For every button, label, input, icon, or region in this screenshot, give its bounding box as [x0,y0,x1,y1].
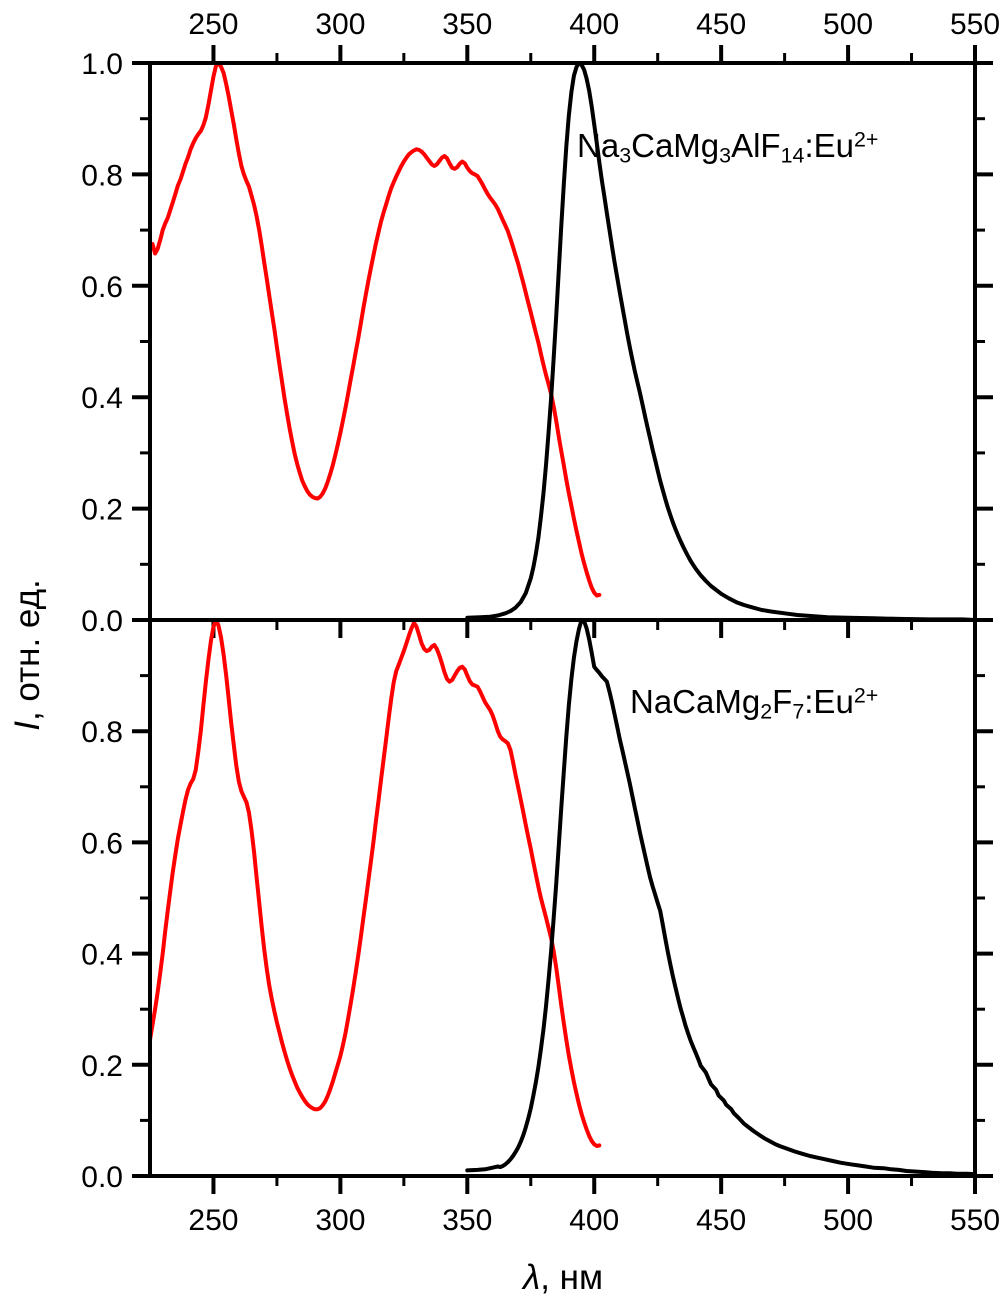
y-tick-label: 0.0 [81,1161,123,1194]
y-tick-label: 0.2 [81,494,123,527]
formula-sub: 3 [619,143,632,168]
x-tick-label: 500 [823,1204,873,1237]
annotation-top-formula: Na3CaMg3AlF14:Eu2+ [577,127,878,168]
x-axis-label-units: , нм [540,1258,604,1297]
x-tick-label: 400 [569,1204,619,1237]
excitation-spectrum-curve [148,618,602,1148]
y-tick-label: 0.0 [81,605,123,638]
y-tick-label: 0.6 [81,827,123,860]
panel-frame [148,618,977,1178]
y-tick-label: 0.4 [81,382,123,415]
x-tick-label: 450 [696,8,746,41]
x-axis-label: λ, нм [523,1258,603,1298]
formula-text: :Eu [804,127,854,164]
formula-text: AlF [731,127,781,164]
formula-text: F [772,683,793,720]
x-tick-label: 350 [442,1204,492,1237]
emission-spectrum-curve [465,61,977,622]
x-tick-label: 400 [569,8,619,41]
x-tick-label: 250 [188,1204,238,1237]
y-axis-label-symbol: I [8,721,47,731]
annotation-bottom-formula: NaCaMg2F7:Eu2+ [630,683,878,724]
top-axis-ticks [211,45,977,63]
formula-sub: 2 [760,699,773,724]
y-tick-label: 0.2 [81,1050,123,1083]
x-tick-label: 250 [188,8,238,41]
formula-text: Na [577,127,620,164]
bottom-axis-ticks [211,1176,977,1194]
y-tick-label: 0.4 [81,939,123,972]
x-tick-label: 300 [315,1204,365,1237]
emission-spectrum-curve [465,618,977,1177]
x-tick-label: 550 [950,1204,1000,1237]
formula-sup: 2+ [854,127,879,152]
formula-text: CaMg [631,127,720,164]
y-tick-label: 0.8 [81,716,123,749]
y-axis-label-units: , отн. ед. [8,579,47,722]
bottom-axis-tick-labels: 250 300 350 400 450 500 550 [188,1204,1000,1237]
x-axis-label-symbol: λ [522,1258,541,1297]
y-axis-label: I, отн. ед. [8,579,48,731]
top-axis-tick-labels: 250 300 350 400 450 500 550 [188,8,1000,41]
x-tick-label: 300 [315,8,365,41]
formula-sup: 2+ [853,683,879,708]
formula-sub: 3 [719,143,732,168]
formula-sub: 7 [792,699,805,724]
x-tick-label: 350 [442,8,492,41]
y-tick-label: 1.0 [81,48,123,81]
y-tick-label: 0.8 [81,159,123,192]
panel-bottom: 0.8 0.6 0.4 0.2 0.0 [81,618,993,1194]
formula-text: :Eu [804,683,854,720]
formula-sub: 14 [780,143,805,168]
formula-text: NaCaMg [630,683,761,720]
x-tick-label: 500 [823,8,873,41]
x-tick-label: 550 [950,8,1000,41]
y-tick-label: 0.6 [81,271,123,304]
excitation-spectrum-curve [150,61,602,598]
middle-axis-ticks [211,620,977,638]
x-tick-label: 450 [696,1204,746,1237]
